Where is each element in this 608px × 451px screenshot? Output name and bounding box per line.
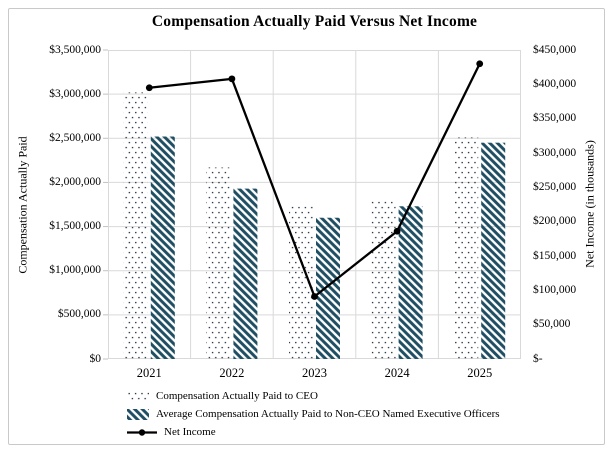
legend-label: Compensation Actually Paid to CEO xyxy=(156,390,318,402)
legend-label: Net Income xyxy=(164,426,216,438)
x-axis-tick-label: 2024 xyxy=(384,366,410,380)
right-axis-title: Net Income (in thousands) xyxy=(582,140,597,268)
legend-diagonal-stripes-swatch xyxy=(127,408,149,420)
chart-title: Compensation Actually Paid Versus Net In… xyxy=(151,13,478,30)
right-axis-tick-label: $350,000 xyxy=(533,112,577,125)
x-axis-tick-label: 2025 xyxy=(467,366,493,380)
net-income-marker-2023 xyxy=(311,293,318,300)
bar-non-ceo-2025 xyxy=(481,142,506,359)
bar-ceo-2024 xyxy=(371,200,396,359)
x-axis-tick-label: 2023 xyxy=(302,366,327,380)
right-axis-tick-label: $50,000 xyxy=(533,318,571,331)
x-axis-tick-label: 2021 xyxy=(136,366,162,380)
right-axis-tick-label: $400,000 xyxy=(533,77,577,90)
right-axis-tick-label: $300,000 xyxy=(533,146,577,159)
right-axis-tick-label: $200,000 xyxy=(533,215,577,228)
left-axis-tick-label: $3,000,000 xyxy=(49,87,101,100)
legend-dots-swatch xyxy=(127,390,149,402)
bar-non-ceo-2023 xyxy=(316,217,340,359)
left-axis-tick-label: $2,000,000 xyxy=(49,175,101,188)
bar-ceo-2025 xyxy=(454,137,479,359)
left-axis-tick-label: $1,500,000 xyxy=(49,220,101,233)
left-axis-tick-label: $0 xyxy=(89,352,102,365)
left-axis-tick-label: $1,000,000 xyxy=(49,264,101,277)
bar-ceo-2021 xyxy=(123,92,148,360)
right-axis-tick-label: $150,000 xyxy=(533,249,577,262)
left-axis-title: Compensation Actually Paid xyxy=(15,136,30,274)
net-income-line xyxy=(149,63,481,298)
left-axis-tick-label: $3,500,000 xyxy=(49,43,101,56)
bar-ceo-2022 xyxy=(206,167,231,359)
bar-non-ceo-2022 xyxy=(233,188,258,359)
legend-line-swatch xyxy=(127,427,157,438)
right-axis-tick-label: $- xyxy=(533,352,543,365)
net-income-marker-2022 xyxy=(228,75,236,83)
legend-item: Compensation Actually Paid to CEO xyxy=(127,387,500,405)
bar-non-ceo-2024 xyxy=(398,206,423,359)
net-income-marker-2024 xyxy=(393,227,401,235)
bar-non-ceo-2021 xyxy=(150,136,175,359)
plot-border xyxy=(108,50,521,359)
net-income-marker-2025 xyxy=(476,60,484,68)
legend: Compensation Actually Paid to CEO Average… xyxy=(127,387,500,441)
legend-item: Average Compensation Actually Paid to No… xyxy=(127,405,500,423)
right-axis-tick-label: $250,000 xyxy=(533,180,577,193)
legend-label: Average Compensation Actually Paid to No… xyxy=(156,408,500,420)
net-income-marker-2021 xyxy=(145,84,153,92)
right-axis-tick-label: $450,000 xyxy=(533,43,577,56)
legend-item: Net Income xyxy=(127,423,500,441)
plot-area xyxy=(103,49,521,360)
left-axis-tick-label: $2,500,000 xyxy=(49,131,101,144)
x-axis-tick-label: 2022 xyxy=(219,366,245,380)
left-axis-tick-label: $500,000 xyxy=(57,308,101,321)
right-axis-tick-label: $100,000 xyxy=(533,283,577,296)
